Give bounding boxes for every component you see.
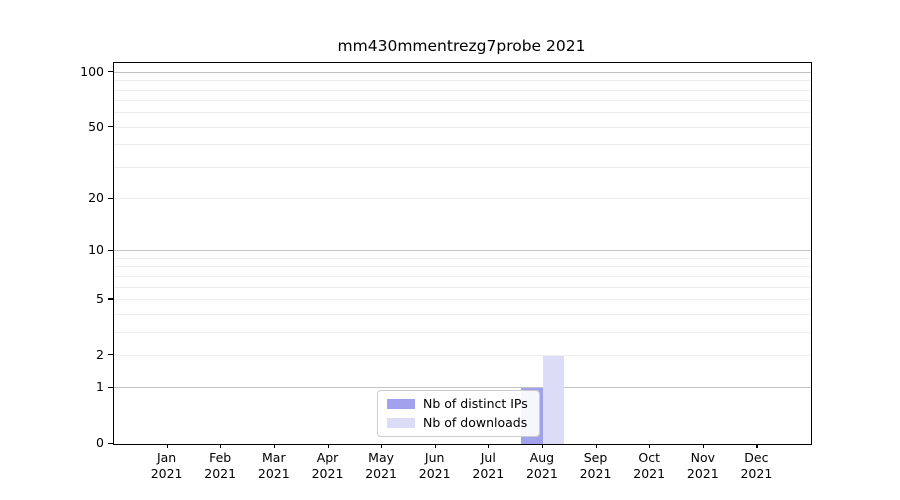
y-tick-label-10: 10	[88, 242, 104, 258]
y-tick-mark-0	[108, 442, 113, 444]
y-tick-mark-5	[108, 298, 113, 300]
x-tick-mark-may-2021	[381, 444, 383, 448]
gridline-y-6	[114, 286, 811, 288]
x-tick-label-apr-2021: Apr 2021	[311, 450, 344, 481]
gridline-y-100	[114, 71, 811, 73]
gridline-y-40	[114, 144, 811, 146]
x-tick-mark-apr-2021	[327, 444, 329, 448]
x-tick-label-jun-2021: Jun 2021	[418, 450, 451, 481]
y-tick-mark-20	[108, 197, 113, 199]
y-tick-label-1: 1	[96, 379, 104, 395]
gridline-y-2	[114, 354, 811, 356]
x-tick-label-aug-2021: Aug 2021	[525, 450, 558, 481]
gridline-y-10	[114, 250, 811, 252]
gridline-y-80	[114, 89, 811, 91]
x-tick-mark-aug-2021	[541, 444, 544, 448]
legend-item-distinct-ips: Nb of distinct IPs	[387, 397, 528, 411]
gridline-y-5	[114, 298, 811, 300]
x-tick-mark-oct-2021	[649, 444, 651, 448]
x-tick-label-mar-2021: Mar 2021	[257, 450, 290, 481]
x-tick-label-may-2021: May 2021	[365, 450, 397, 481]
gridline-y-50	[114, 126, 811, 128]
y-tick-label-2: 2	[96, 346, 104, 362]
gridline-y-20	[114, 198, 811, 200]
gridline-y-70	[114, 100, 811, 102]
x-tick-mark-sep-2021	[595, 444, 597, 448]
gridline-y-3	[114, 331, 811, 333]
y-tick-mark-50	[108, 126, 113, 128]
y-tick-label-0: 0	[96, 435, 104, 450]
x-tick-mark-mar-2021	[273, 444, 275, 448]
y-tick-label-5: 5	[96, 290, 104, 306]
y-tick-label-100: 100	[80, 63, 104, 79]
x-tick-mark-jan-2021	[166, 444, 168, 448]
gridline-y-7	[114, 275, 811, 277]
x-tick-label-sep-2021: Sep 2021	[579, 450, 612, 481]
x-tick-label-nov-2021: Nov 2021	[686, 450, 719, 481]
gridline-y-90	[114, 80, 811, 82]
bar-nb-of-downloads-aug-2021	[542, 355, 565, 444]
plot-area	[113, 62, 812, 445]
gridline-y-9	[114, 257, 811, 259]
y-tick-mark-1	[108, 386, 113, 388]
y-tick-mark-2	[108, 354, 113, 356]
x-tick-label-oct-2021: Oct 2021	[633, 450, 666, 481]
x-tick-mark-dec-2021	[756, 444, 758, 448]
gridline-y-4	[114, 313, 811, 315]
chart-title: mm430mmentrezg7probe 2021	[337, 37, 586, 55]
x-tick-mark-jul-2021	[488, 444, 490, 448]
x-tick-label-jan-2021: Jan 2021	[150, 450, 183, 481]
legend-swatch-distinct-ips-icon	[387, 399, 415, 409]
legend-label-downloads: Nb of downloads	[423, 415, 528, 430]
x-tick-mark-feb-2021	[220, 444, 222, 448]
gridline-y-8	[114, 266, 811, 268]
gridline-y-60	[114, 112, 811, 114]
legend: Nb of distinct IPs Nb of downloads	[377, 390, 540, 437]
x-tick-label-feb-2021: Feb 2021	[204, 450, 237, 481]
gridline-y-30	[114, 166, 811, 168]
legend-swatch-downloads-icon	[387, 418, 415, 428]
x-tick-mark-nov-2021	[702, 444, 704, 448]
x-tick-label-dec-2021: Dec 2021	[740, 450, 773, 481]
y-tick-mark-100	[108, 71, 113, 73]
x-tick-label-jul-2021: Jul 2021	[472, 450, 505, 481]
y-tick-label-50: 50	[88, 118, 104, 134]
legend-item-downloads: Nb of downloads	[387, 416, 528, 430]
y-tick-label-20: 20	[88, 190, 104, 206]
legend-label-distinct-ips: Nb of distinct IPs	[423, 396, 528, 411]
x-tick-mark-jun-2021	[434, 444, 436, 448]
gridline-y-1	[114, 387, 811, 389]
y-tick-mark-10	[108, 249, 113, 251]
